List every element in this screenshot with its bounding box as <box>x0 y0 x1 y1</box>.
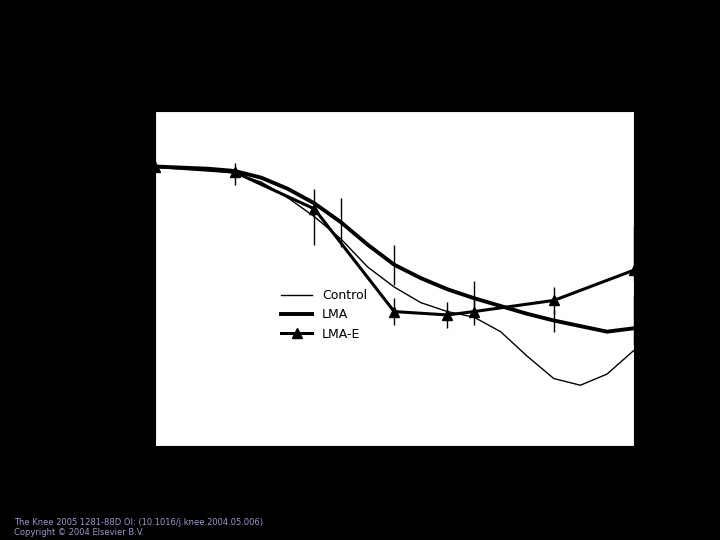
Control <box>443 308 451 315</box>
Control <box>416 299 425 306</box>
LMA <box>576 323 585 329</box>
Text: The Knee 2005 1281-88D OI: (10.1016/j.knee.2004.05.006)
Copyright © 2004 Elsevie: The Knee 2005 1281-88D OI: (10.1016/j.kn… <box>14 518 264 537</box>
Control <box>284 194 292 201</box>
Text: Fig. 9: Fig. 9 <box>341 24 379 38</box>
LMA <box>549 318 558 324</box>
Control <box>629 347 638 354</box>
Control <box>549 375 558 382</box>
Control <box>469 314 478 320</box>
LMA <box>364 241 372 248</box>
Control <box>603 371 611 377</box>
LMA <box>284 186 292 192</box>
LMA <box>177 164 186 171</box>
Control <box>177 164 186 171</box>
Legend: Control, LMA, LMA-E: Control, LMA, LMA-E <box>276 284 372 346</box>
LMA <box>603 328 611 335</box>
Control <box>310 213 319 220</box>
LMA <box>523 310 531 317</box>
Line: Control: Control <box>155 166 634 385</box>
X-axis label: Knee Flexion (degrees): Knee Flexion (degrees) <box>315 475 474 489</box>
LMA <box>230 168 239 174</box>
Control <box>576 382 585 388</box>
Control <box>230 170 239 177</box>
Control <box>390 284 399 291</box>
LMA <box>150 163 159 170</box>
LMA <box>469 295 478 301</box>
Line: LMA: LMA <box>155 166 634 332</box>
Control <box>150 163 159 170</box>
LMA <box>629 325 638 332</box>
Control <box>364 264 372 270</box>
Control <box>257 179 266 185</box>
LMA <box>204 165 212 172</box>
LMA <box>416 275 425 281</box>
Control <box>496 328 505 335</box>
Control <box>523 353 531 360</box>
LMA <box>337 219 346 226</box>
Y-axis label: Force (N): Force (N) <box>91 246 104 310</box>
LMA <box>443 286 451 293</box>
LMA <box>390 261 399 268</box>
Control <box>337 236 346 242</box>
LMA <box>257 174 266 181</box>
Control <box>204 167 212 173</box>
LMA <box>496 303 505 309</box>
LMA <box>310 200 319 207</box>
